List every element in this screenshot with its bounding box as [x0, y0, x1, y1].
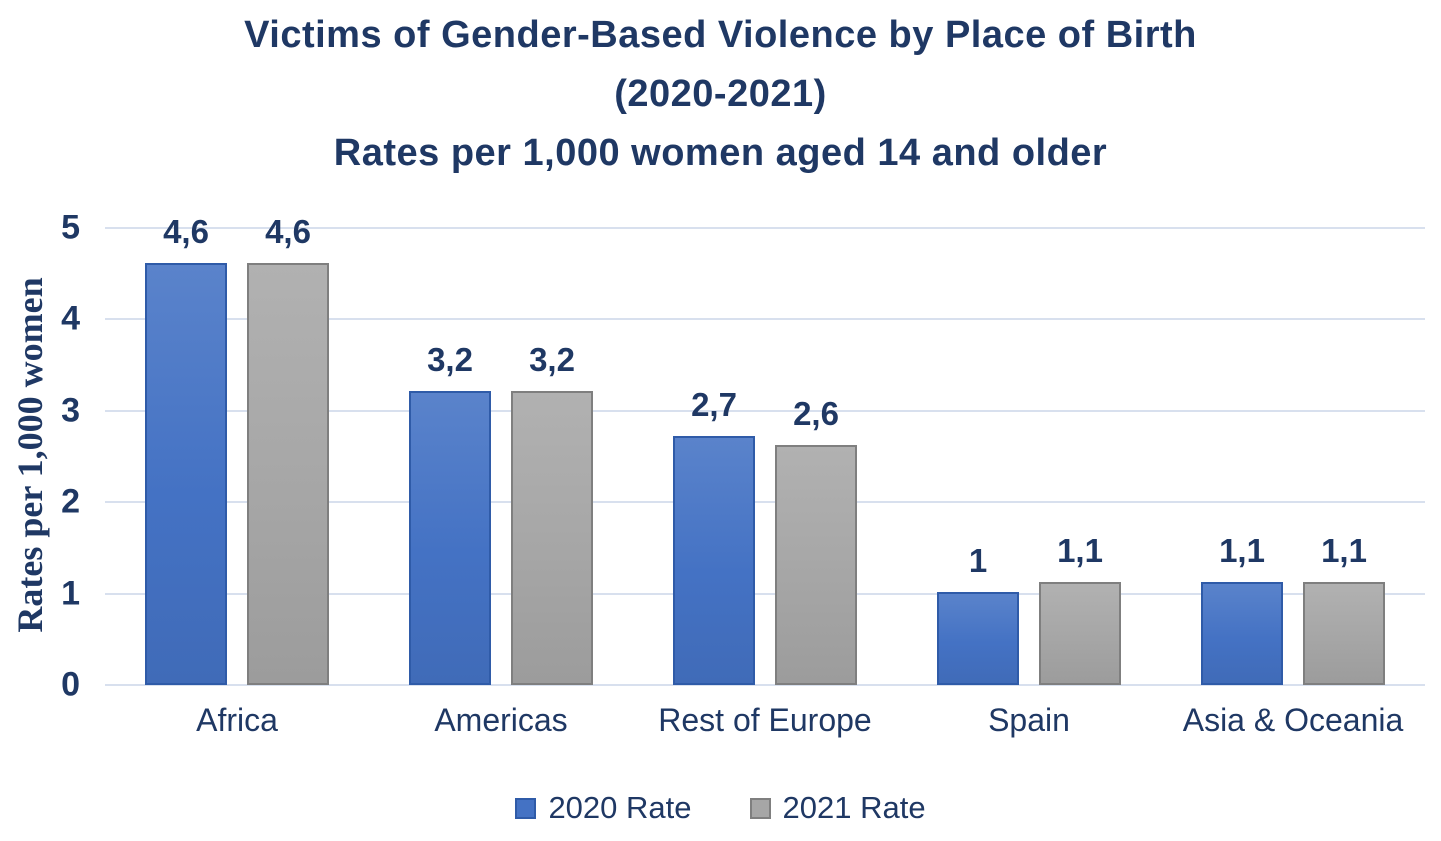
bar-group-africa: 4,6 4,6: [105, 213, 369, 685]
bar-value-label: 4,6: [265, 212, 311, 250]
bar-2021-rate-rest-of-europe: 2,6: [775, 395, 857, 685]
y-tick-label-3: 3: [61, 391, 80, 430]
y-tick-label-2: 2: [61, 482, 80, 521]
bar-value-label: 4,6: [163, 212, 209, 250]
bar-2020-rate-americas: 3,2: [409, 341, 491, 685]
bar-2020-rate-spain: 1: [937, 542, 1019, 685]
gridline-y3: [105, 409, 1425, 412]
legend-swatch-icon: [749, 797, 771, 819]
bar-value-label: 2,7: [691, 386, 737, 424]
y-tick-label-1: 1: [61, 574, 80, 613]
bar-2021-rate-africa: 4,6: [247, 213, 329, 685]
chart-title-line-3: Rates per 1,000 women aged 14 and older: [333, 132, 1108, 174]
bar-group-americas: 3,2 3,2: [369, 228, 633, 685]
bar-2021-rate-americas: 3,2: [511, 341, 593, 685]
y-tick-label-0: 0: [61, 665, 80, 704]
bar-2021-rate-asia-oceania: 1,1: [1303, 532, 1385, 685]
bar-group-spain: 1 1,1: [897, 228, 1161, 685]
gridline-y5: [105, 227, 1425, 229]
x-axis-label-rest-of-europe: Rest of Europe: [658, 702, 872, 738]
legend: 2020 Rate 2021 Rate: [0, 790, 1441, 826]
bar-groups: 4,6 4,6 3,2 3,2 2,7 2,6 1 1,1 1,1 1,1: [105, 213, 1425, 685]
y-tick-label-4: 4: [61, 299, 80, 338]
bar-group-asia-oceania: 1,1 1,1: [1161, 228, 1425, 685]
bar-2021-rate-spain: 1,1: [1039, 532, 1121, 685]
x-axis-labels: Africa Americas Rest of Europe Spain Asia & …: [105, 702, 1425, 739]
x-axis-label-spain: Spain: [988, 702, 1070, 738]
bar-value-label: 3,2: [427, 340, 473, 378]
bar-2020-rate-rest-of-europe: 2,7: [673, 386, 755, 685]
chart-title-line-1: Victims of Gender-Based Violence by Plac…: [244, 14, 1197, 56]
bar-2020-rate-africa: 4,6: [145, 213, 227, 685]
legend-swatch-icon: [515, 797, 537, 819]
legend-label: 2020 Rate: [548, 790, 692, 825]
gridline-y0: [105, 684, 1425, 686]
gridline-y4: [105, 318, 1425, 321]
bar-value-label: 1,1: [1321, 532, 1367, 570]
bar-value-label: 1: [968, 541, 988, 579]
x-axis-label-africa: Africa: [196, 702, 278, 738]
bar-group-rest-of-europe: 2,7 2,6: [633, 228, 897, 685]
bar-value-label: 1,1: [1057, 532, 1103, 570]
bar-value-label: 2,6: [793, 395, 839, 433]
legend-item-2021-rate: 2021 Rate: [749, 790, 926, 826]
plot-area: 4,6 4,6 3,2 3,2 2,7 2,6 1 1,1 1,1 1,1: [105, 213, 1425, 686]
y-tick-label-5: 5: [61, 208, 80, 247]
legend-item-2020-rate: 2020 Rate: [515, 790, 692, 826]
bar-value-label: 3,2: [529, 340, 575, 378]
chart-title: Victims of Gender-Based Violence by Plac…: [0, 6, 1441, 183]
bar-2020-rate-asia-oceania: 1,1: [1201, 532, 1283, 685]
chart-title-line-2: (2020-2021): [614, 73, 827, 115]
x-axis-label-americas: Americas: [434, 702, 568, 738]
legend-label: 2021 Rate: [782, 790, 926, 825]
gridline-y2: [105, 501, 1425, 504]
x-axis-label-asia-oceania: Asia & Oceania: [1182, 702, 1404, 738]
gridline-y1: [105, 592, 1425, 595]
bar-value-label: 1,1: [1219, 532, 1265, 570]
